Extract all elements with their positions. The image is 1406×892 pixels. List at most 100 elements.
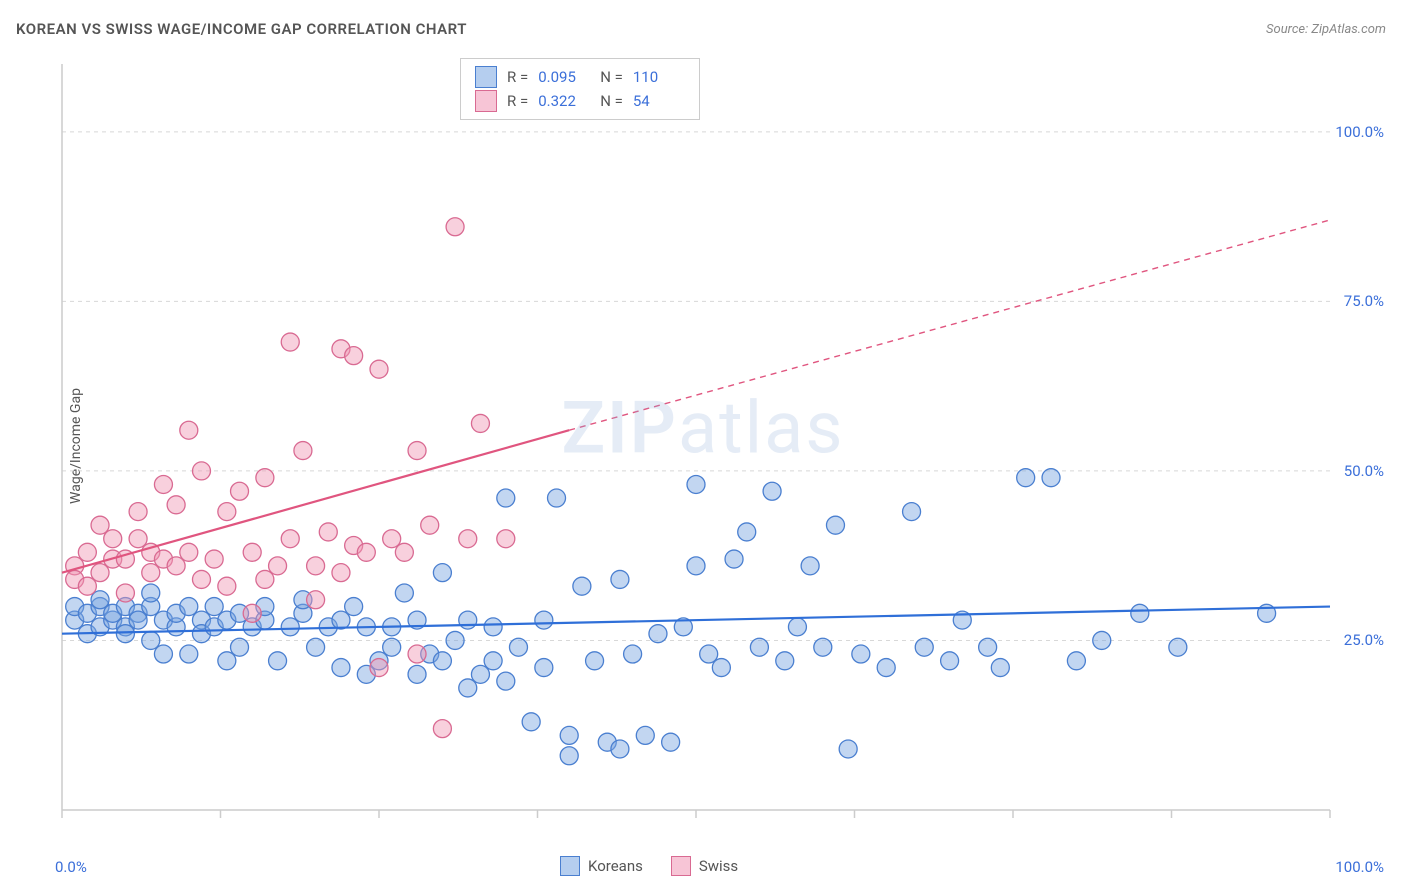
scatter-point — [991, 659, 1009, 677]
scatter-point — [167, 557, 185, 575]
scatter-point — [332, 611, 350, 629]
scatter-point — [852, 645, 870, 663]
legend-swatch — [475, 90, 497, 112]
scatter-point — [180, 543, 198, 561]
scatter-point — [421, 516, 439, 534]
scatter-point — [395, 543, 413, 561]
scatter-point — [281, 333, 299, 351]
scatter-point — [180, 421, 198, 439]
scatter-point — [712, 659, 730, 677]
scatter-point — [231, 638, 249, 656]
scatter-point — [497, 530, 515, 548]
legend-n-label: N = — [600, 65, 623, 89]
scatter-point — [471, 414, 489, 432]
scatter-point — [142, 584, 160, 602]
scatter-point — [142, 564, 160, 582]
scatter-point — [408, 665, 426, 683]
scatter-point — [192, 462, 210, 480]
scatter-point — [370, 659, 388, 677]
scatter-point — [269, 652, 287, 670]
scatter-point — [484, 618, 502, 636]
scatter-point — [269, 557, 287, 575]
scatter-point — [687, 475, 705, 493]
scatter-point — [459, 611, 477, 629]
scatter-point — [979, 638, 997, 656]
scatter-point — [142, 631, 160, 649]
scatter-point — [497, 489, 515, 507]
scatter-point — [243, 604, 261, 622]
scatter-point — [345, 347, 363, 365]
scatter-point — [776, 652, 794, 670]
legend-item: Koreans — [560, 856, 643, 876]
scatter-point — [826, 516, 844, 534]
scatter-point — [256, 570, 274, 588]
scatter-point — [154, 475, 172, 493]
scatter-point — [370, 360, 388, 378]
scatter-point — [218, 503, 236, 521]
scatter-point — [446, 631, 464, 649]
scatter-point — [700, 645, 718, 663]
scatter-point — [750, 638, 768, 656]
trend-line-extrapolated — [569, 220, 1330, 430]
scatter-point — [662, 733, 680, 751]
scatter-point — [1067, 652, 1085, 670]
scatter-point — [725, 550, 743, 568]
scatter-point — [877, 659, 895, 677]
scatter-point — [446, 218, 464, 236]
scatter-point — [192, 570, 210, 588]
y-tick-label: 25.0% — [1344, 631, 1384, 649]
legend-swatch — [475, 66, 497, 88]
scatter-point — [611, 570, 629, 588]
scatter-point — [573, 577, 591, 595]
scatter-point — [624, 645, 642, 663]
scatter-point — [78, 577, 96, 595]
scatter-point — [1017, 469, 1035, 487]
scatter-point — [509, 638, 527, 656]
scatter-plot — [50, 50, 1390, 850]
scatter-point — [915, 638, 933, 656]
scatter-point — [535, 659, 553, 677]
legend-n-value: 110 — [633, 65, 685, 89]
scatter-point — [560, 726, 578, 744]
scatter-point — [294, 442, 312, 460]
scatter-point — [243, 543, 261, 561]
scatter-point — [205, 598, 223, 616]
y-tick-label: 50.0% — [1344, 462, 1384, 480]
scatter-point — [433, 564, 451, 582]
scatter-point — [78, 543, 96, 561]
y-tick-label: 100.0% — [1335, 123, 1384, 141]
scatter-point — [649, 625, 667, 643]
scatter-point — [1131, 604, 1149, 622]
scatter-point — [180, 598, 198, 616]
scatter-point — [256, 469, 274, 487]
scatter-point — [484, 652, 502, 670]
scatter-point — [116, 625, 134, 643]
scatter-point — [738, 523, 756, 541]
legend-r-label: R = — [507, 89, 528, 113]
scatter-point — [218, 652, 236, 670]
x-axis-max-label: 100.0% — [1335, 858, 1384, 876]
scatter-point — [522, 713, 540, 731]
scatter-point — [167, 496, 185, 514]
y-tick-label: 75.0% — [1344, 292, 1384, 310]
scatter-point — [471, 665, 489, 683]
scatter-point — [383, 530, 401, 548]
scatter-point — [903, 503, 921, 521]
scatter-point — [307, 638, 325, 656]
legend-swatch — [560, 856, 580, 876]
scatter-point — [433, 652, 451, 670]
legend-swatch — [671, 856, 691, 876]
scatter-point — [104, 530, 122, 548]
scatter-point — [129, 503, 147, 521]
scatter-point — [319, 523, 337, 541]
scatter-point — [548, 489, 566, 507]
scatter-point — [497, 672, 515, 690]
scatter-point — [814, 638, 832, 656]
scatter-point — [459, 530, 477, 548]
scatter-point — [535, 611, 553, 629]
scatter-point — [636, 726, 654, 744]
legend-row: R =0.322N =54 — [475, 89, 685, 113]
scatter-point — [357, 543, 375, 561]
scatter-point — [180, 645, 198, 663]
scatter-point — [560, 747, 578, 765]
